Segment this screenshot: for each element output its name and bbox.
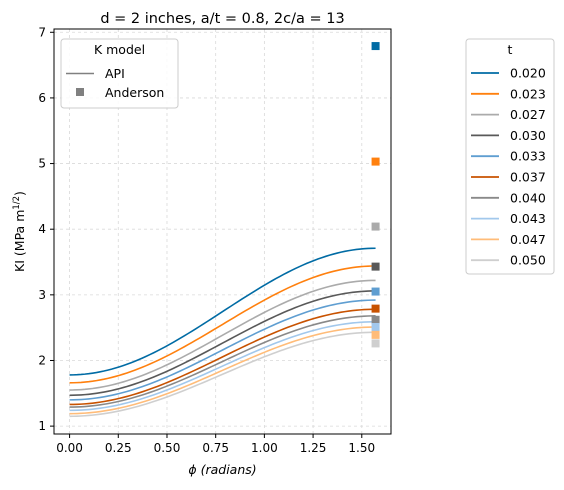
anderson-marker-0.020 (371, 42, 380, 51)
api-line-0.040 (69, 315, 376, 408)
anderson-legend-swatch (76, 88, 84, 96)
api-line-0.030 (69, 290, 376, 397)
anderson-marker-0.023 (371, 157, 380, 166)
series-legend-label: 0.043 (510, 211, 546, 226)
series-legend-label: 0.020 (510, 66, 546, 81)
y-tick-label: 2 (38, 353, 46, 367)
api-line-0.023 (69, 265, 376, 384)
anderson-marker-0.047 (371, 330, 380, 339)
y-axis-label-sup: 1/2 (12, 196, 22, 210)
x-tick-label: 0.00 (56, 441, 83, 455)
y-axis: 1 2 3 4 5 6 7 (38, 25, 54, 433)
series-legend-label: 0.023 (510, 86, 546, 101)
anderson-markers (371, 42, 380, 348)
y-tick-label: 5 (38, 157, 46, 171)
api-line-0.037 (69, 308, 376, 406)
api-legend-label: API (105, 66, 125, 81)
y-tick-label: 7 (38, 25, 46, 39)
series-legend-title: t (508, 42, 513, 57)
series-legend-label: 0.037 (510, 170, 546, 185)
x-tick-label: 0.50 (154, 441, 181, 455)
api-line-0.050 (69, 331, 376, 418)
series-legend-label: 0.027 (510, 107, 546, 122)
anderson-legend-label: Anderson (105, 85, 164, 100)
api-line-0.027 (69, 279, 376, 391)
y-tick-label: 6 (38, 91, 46, 105)
x-axis-label: ϕ (radians) (188, 462, 256, 477)
x-tick-label: 0.25 (105, 441, 132, 455)
series-legend-label: 0.050 (510, 253, 546, 268)
anderson-marker-0.033 (371, 287, 380, 296)
y-tick-label: 1 (38, 419, 46, 433)
x-tick-label: 1.00 (251, 441, 278, 455)
x-tick-label: 1.25 (300, 441, 327, 455)
anderson-marker-0.037 (371, 304, 380, 313)
api-line-0.047 (69, 326, 376, 415)
series-legend-label: 0.040 (510, 190, 546, 205)
y-axis-label-close: ) (12, 191, 27, 196)
model-legend-box (60, 38, 179, 109)
y-tick-label: 3 (38, 288, 46, 302)
anderson-marker-0.027 (371, 222, 380, 231)
model-legend-title: K model (94, 42, 145, 57)
plot-frame (53, 28, 392, 435)
api-line-0.043 (69, 320, 376, 412)
series-lines (69, 247, 376, 418)
api-line-0.033 (69, 299, 376, 401)
series-legend: t 0.020 0.023 0.027 0.030 0.033 0.037 0.040 0.0… (465, 38, 555, 275)
series-legend-label: 0.033 (510, 149, 546, 164)
model-legend: K model API Anderson (60, 38, 179, 109)
anderson-marker-0.050 (371, 339, 380, 348)
anderson-marker-0.030 (371, 262, 380, 271)
series-legend-label: 0.030 (510, 128, 546, 143)
chart-title: d = 2 inches, a/t = 0.8, 2c/a = 13 (100, 11, 344, 27)
anderson-marker-0.040 (371, 315, 380, 324)
x-axis: 0.00 0.25 0.50 0.75 1.00 1.25 1.50 (56, 434, 375, 455)
x-tick-label: 0.75 (202, 441, 229, 455)
series-legend-label: 0.047 (510, 232, 546, 247)
anderson-marker-0.043 (371, 323, 380, 332)
series-legend-box (465, 38, 555, 275)
y-axis-label-main: KI (MPa m (12, 210, 27, 272)
api-line-0.020 (69, 247, 376, 376)
y-axis-label: KI (MPa m1/2) (12, 191, 27, 272)
y-tick-label: 4 (38, 222, 46, 236)
x-tick-label: 1.50 (348, 441, 375, 455)
